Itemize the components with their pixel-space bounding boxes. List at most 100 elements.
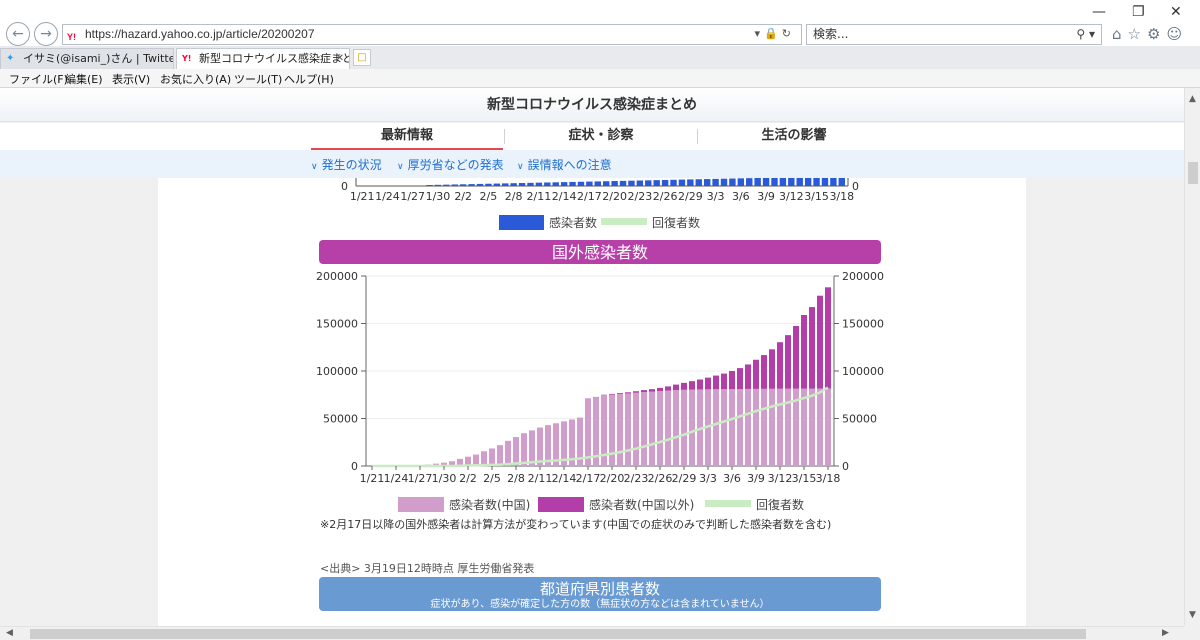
bar-china	[657, 391, 663, 466]
bar-outside	[825, 287, 831, 389]
tab-latest[interactable]: 最新情報	[311, 123, 503, 150]
menu-favorites[interactable]: お気に入り(A)	[160, 73, 232, 86]
address-bar[interactable]: Y! https://hazard.yahoo.co.jp/article/20…	[62, 24, 802, 45]
refresh-icon[interactable]: ↻	[781, 28, 795, 40]
menu-tools[interactable]: ツール(T)	[234, 73, 283, 86]
x-tick-label: 1/24	[384, 472, 409, 485]
y-tick-label: 0	[842, 460, 849, 473]
x-tick-label: 2/17	[576, 472, 601, 485]
y-tick-labels: 0 0 50000 50000 100000 100000 150000 150000 2000…	[316, 270, 884, 473]
bar-domestic	[653, 180, 660, 186]
tab-life-impact[interactable]: 生活の影響	[761, 128, 827, 143]
bar-domestic	[729, 178, 736, 186]
close-tab-icon[interactable]: ✕	[335, 53, 344, 64]
bar-domestic	[838, 178, 845, 186]
legend-swatch-china	[398, 497, 444, 512]
x-tick-label: 1/30	[432, 472, 457, 485]
x-tick-label: 1/27	[408, 472, 433, 485]
back-button[interactable]: ←	[6, 22, 30, 46]
bar-outside	[817, 295, 823, 389]
toolbar-icons[interactable]: ⌂☆⚙☺	[1112, 25, 1188, 43]
bar-china	[473, 454, 479, 466]
scroll-down-icon[interactable]: ▼	[1189, 610, 1196, 620]
bar-outside	[721, 373, 727, 390]
bar-china	[641, 392, 647, 466]
x-tick-label: 2/20	[600, 472, 625, 485]
address-text: https://hazard.yahoo.co.jp/article/20200…	[85, 27, 315, 41]
close-icon[interactable]: ✕	[1170, 4, 1182, 20]
x-tick-label: 2/14	[552, 472, 577, 485]
forward-button[interactable]: →	[34, 22, 58, 46]
charts-svg: 0 0 1/21 1/24 1/27 1/30 2/2 2/5 2/8 2/11 2/14 2/1…	[316, 178, 884, 611]
dropdown-icon[interactable]: ▾	[754, 28, 765, 40]
x-tick-label: 3/9	[747, 472, 765, 485]
bar-domestic	[476, 183, 484, 186]
vertical-scroll-thumb[interactable]	[1188, 162, 1198, 184]
scroll-right-icon[interactable]: ▶	[1162, 628, 1169, 638]
bar-outside	[657, 387, 663, 392]
bar-china	[561, 421, 567, 466]
bar-china	[673, 390, 679, 466]
y-tick-label: 150000	[316, 318, 358, 331]
restore-icon[interactable]: ❐	[1132, 4, 1145, 20]
bar-china	[505, 440, 511, 466]
legend-label: 感染者数(中国)	[449, 497, 530, 512]
gear-icon[interactable]: ⚙	[1146, 25, 1167, 43]
scroll-left-icon[interactable]: ◀	[6, 628, 13, 638]
subnav-item-announcements[interactable]: ∨ 厚労省などの発表	[397, 158, 504, 172]
new-tab-button[interactable]: □	[353, 49, 371, 66]
subnav-item-misinformation[interactable]: ∨ 誤情報への注意	[517, 158, 612, 172]
menu-edit[interactable]: 編集(E)	[65, 73, 103, 86]
y-tick-label: 0	[351, 460, 358, 473]
bar-china	[737, 389, 743, 466]
minimize-icon[interactable]: —	[1092, 4, 1106, 20]
bar-china	[585, 398, 591, 466]
browser-tab-yahoo[interactable]: Y! 新型コロナウイルス感染症まと... ✕	[176, 48, 350, 69]
scroll-up-icon[interactable]: ▲	[1189, 94, 1196, 104]
x-tick-label: 3/3	[707, 190, 725, 203]
search-box[interactable]: 検索... ⚲ ▾	[806, 24, 1102, 45]
scrollbar-corner	[1184, 626, 1200, 640]
tab-divider	[697, 129, 698, 144]
bar-outside	[681, 382, 687, 390]
bar-domestic	[493, 183, 501, 186]
legend-swatch-recovered	[705, 500, 751, 507]
bar-china	[721, 389, 727, 466]
favorites-star-icon[interactable]: ☆	[1127, 25, 1147, 43]
horizontal-scrollbar[interactable]: ◀ ▶	[0, 626, 1184, 640]
x-tick-label: 2/11	[528, 472, 553, 485]
x-tick-label: 2/26	[653, 190, 678, 203]
bar-domestic	[459, 184, 467, 186]
subnav-item-situation[interactable]: ∨ 発生の状況	[311, 158, 382, 172]
vertical-scrollbar[interactable]: ▲ ▼	[1184, 88, 1200, 626]
bar-domestic	[737, 178, 745, 186]
bar-domestic	[712, 178, 719, 186]
home-icon[interactable]: ⌂	[1112, 25, 1128, 43]
x-tick-label: 2/23	[628, 190, 653, 203]
menu-file[interactable]: ファイル(F)	[9, 73, 68, 86]
smiley-icon[interactable]: ☺	[1166, 25, 1189, 43]
menu-view[interactable]: 表示(V)	[112, 73, 151, 86]
tab-symptoms[interactable]: 症状・診察	[568, 128, 634, 143]
bar-china	[633, 392, 639, 466]
browser-tab-twitter[interactable]: ✦ イサミ(@isami_)さん | Twitter	[0, 48, 174, 69]
bar-domestic	[804, 178, 812, 186]
search-input[interactable]: 検索...	[813, 27, 849, 41]
legend-swatch	[499, 215, 544, 230]
bar-china	[649, 391, 655, 466]
prefecture-title: 都道府県別患者数	[540, 580, 660, 598]
menu-help[interactable]: ヘルプ(H)	[284, 73, 334, 86]
bar-china	[569, 419, 575, 466]
chart-title: 国外感染者数	[552, 243, 648, 262]
bar-china	[481, 451, 487, 466]
bar-outside	[761, 355, 767, 389]
bar-domestic	[645, 180, 652, 186]
horizontal-scroll-thumb[interactable]	[30, 629, 1086, 639]
bar-china	[753, 388, 759, 466]
bar-china	[489, 448, 495, 466]
search-icon[interactable]: ⚲ ▾	[1076, 27, 1095, 41]
menu-bar: ファイル(F) 編集(E) 表示(V) お気に入り(A) ツール(T) ヘルプ(…	[0, 69, 1200, 88]
x-tick-labels: 1/21 1/24 1/27 1/30 2/2 2/5 2/8 2/11 2/14 2/17 2/2…	[360, 466, 840, 485]
address-controls[interactable]: ▾🔒↻	[755, 25, 795, 44]
x-tick-label: 2/14	[552, 190, 577, 203]
